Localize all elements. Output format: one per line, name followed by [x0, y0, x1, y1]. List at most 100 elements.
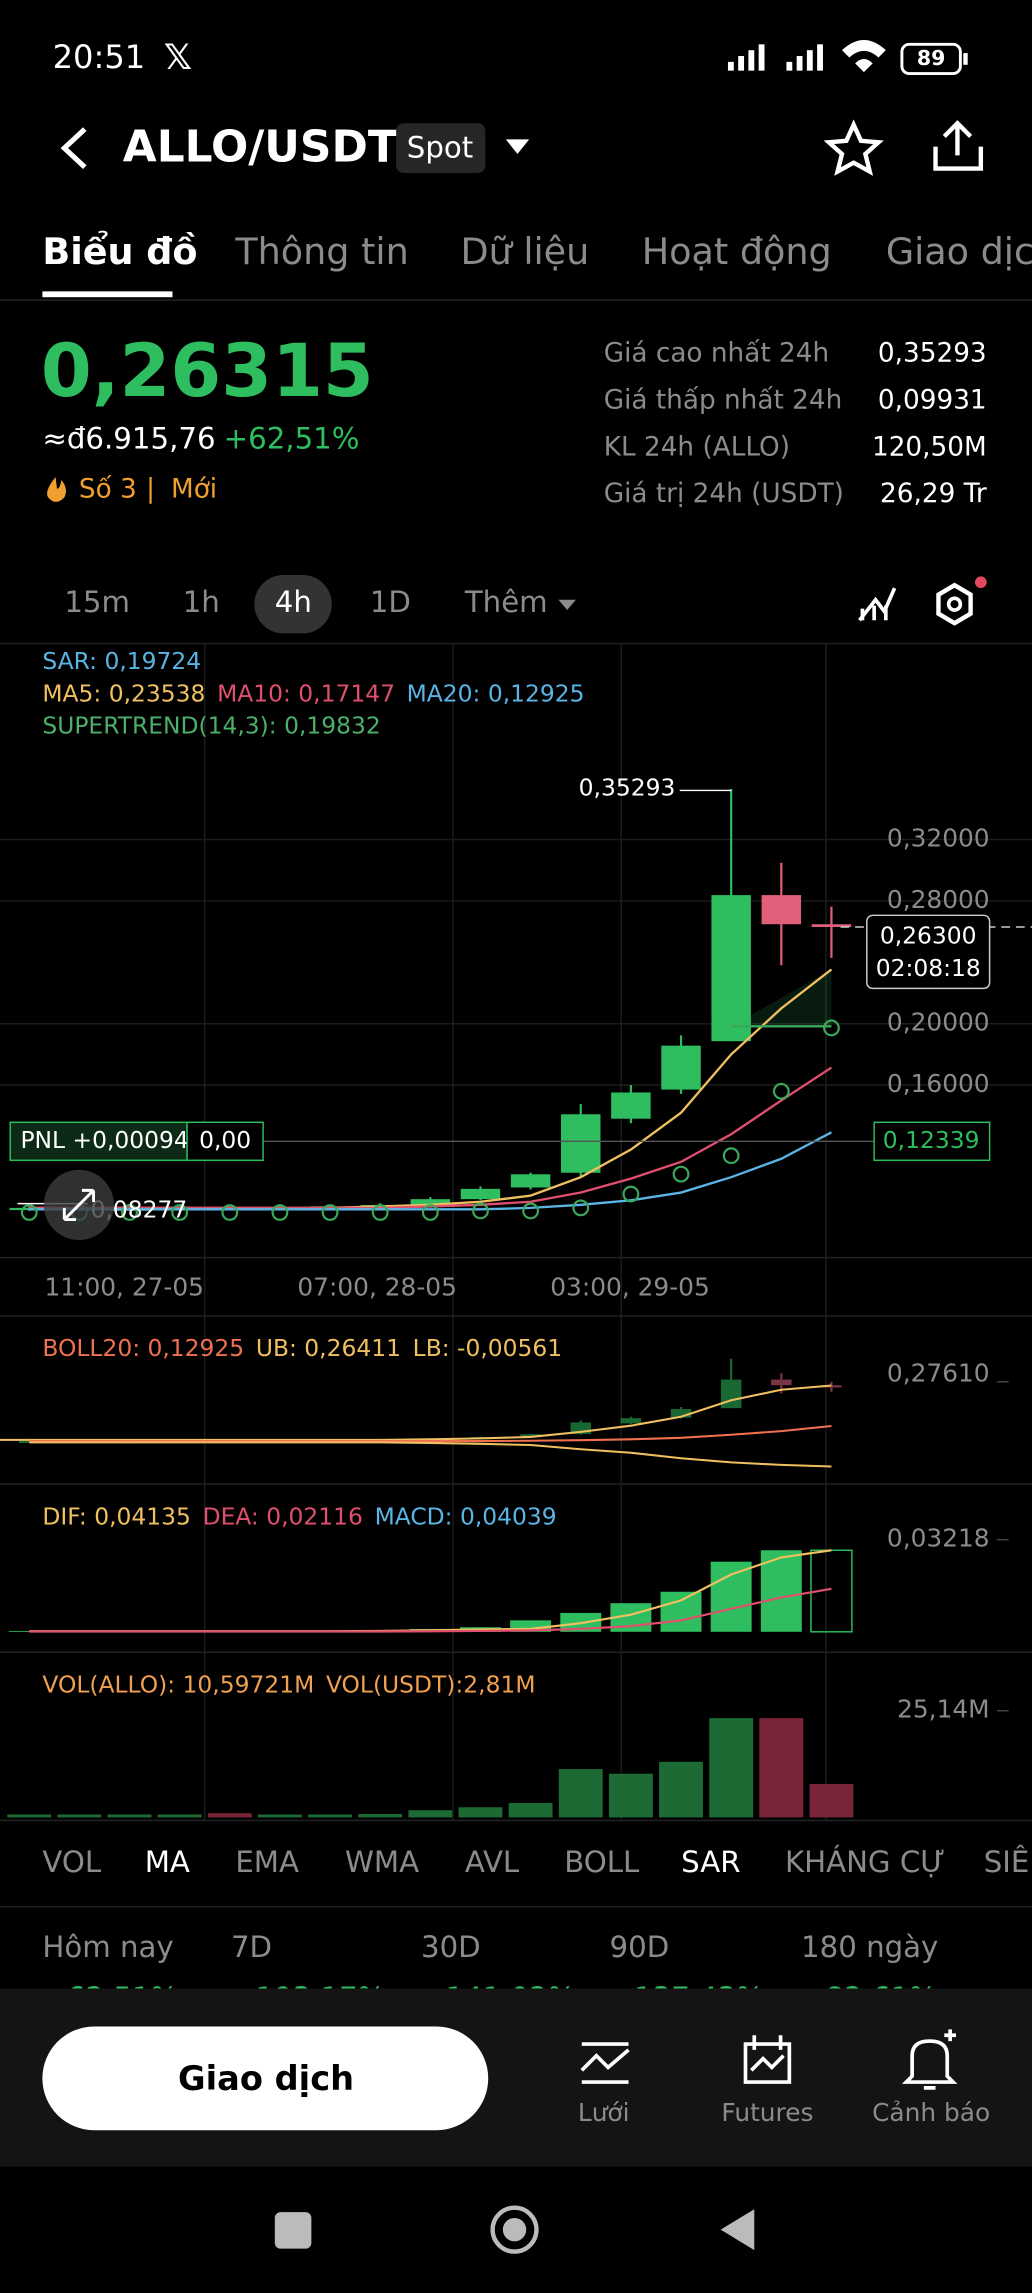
legend-entry: MA20: 0,12925	[407, 679, 585, 707]
favorite-button[interactable]	[823, 119, 884, 176]
volume-bar	[7, 1814, 52, 1818]
system-back[interactable]	[720, 2209, 755, 2251]
volume-bar	[508, 1803, 553, 1818]
settings-dot	[946, 596, 963, 612]
sar-dot	[20, 1204, 38, 1221]
boll-upper	[29, 1384, 832, 1441]
sar-dot	[221, 1204, 239, 1221]
system-home[interactable]	[490, 2205, 539, 2254]
candle-body	[561, 1114, 601, 1173]
nav-label[interactable]: Cảnh báo	[872, 2098, 990, 2127]
indicator-tab[interactable]: EMA	[235, 1845, 299, 1879]
trade-button-label[interactable]: Giao dịch	[178, 2059, 354, 2098]
y-tick-label: 0,16000	[887, 1069, 990, 1098]
nav-label[interactable]: Futures	[721, 2098, 813, 2127]
candle-body	[761, 895, 802, 925]
alert-icon[interactable]	[901, 2029, 958, 2090]
timeframe[interactable]: 1D	[370, 585, 411, 619]
volume-bar	[258, 1814, 302, 1818]
status-time: 20:51	[53, 38, 146, 76]
volume-bar	[408, 1810, 453, 1818]
trade-button[interactable]	[42, 2026, 489, 2131]
indicator-line	[29, 1131, 832, 1211]
signal-icons	[727, 39, 886, 73]
system-home-dot	[502, 2217, 527, 2242]
y-tick-label: 0,20000	[887, 1008, 990, 1037]
candle-body	[611, 1092, 651, 1119]
fire-icon	[47, 477, 66, 502]
volume-bar	[809, 1783, 854, 1818]
notification-dot	[974, 576, 987, 589]
indicator-button[interactable]	[858, 587, 897, 622]
active-tab-indicator	[42, 291, 173, 298]
candle-body	[520, 1434, 541, 1437]
grid-icon[interactable]	[580, 2042, 630, 2084]
timeframe[interactable]: 1h	[183, 585, 220, 619]
tab[interactable]: Biểu đồ	[42, 230, 197, 273]
back-button[interactable]	[60, 127, 87, 169]
sar-dot	[472, 1202, 489, 1220]
tab[interactable]: Thông tin	[234, 230, 408, 273]
macd-bar	[660, 1591, 702, 1632]
legend-entry: MA5: 0,23538	[42, 679, 205, 707]
volume-bar	[157, 1814, 202, 1818]
timeframe[interactable]: Thêm	[464, 585, 548, 619]
nav-label[interactable]: Lưới	[578, 2098, 630, 2127]
candle-body	[711, 895, 751, 1042]
amount: 0,00	[199, 1126, 251, 1154]
volume-bar	[709, 1718, 754, 1818]
performance-label: 7D	[231, 1930, 272, 1964]
volume-bar	[358, 1814, 403, 1818]
indicator-tab[interactable]: BOLL	[564, 1845, 640, 1879]
futures-icon[interactable]	[743, 2035, 792, 2084]
tab[interactable]: Dữ liệu	[460, 230, 589, 273]
pnl-box[interactable]	[9, 1121, 188, 1162]
indicator-tab[interactable]: WMA	[345, 1845, 419, 1879]
more-caret	[558, 599, 576, 611]
indicator-tab[interactable]: KHÁNG CỰ	[785, 1845, 945, 1879]
stat-value: 120,50M	[872, 432, 987, 462]
sar-dot	[823, 1019, 840, 1037]
amount-box	[186, 1121, 264, 1162]
stat-value: 0,35293	[878, 339, 987, 369]
sar-dot	[371, 1204, 389, 1221]
share-button[interactable]	[933, 120, 984, 171]
legend-entry: SAR: 0,19724	[42, 647, 201, 675]
timeframe[interactable]: 15m	[64, 585, 130, 619]
sar-dot	[772, 1082, 790, 1100]
indicator-tab[interactable]: MA	[145, 1845, 190, 1879]
stat-label: Giá cao nhất 24h	[604, 339, 829, 369]
indicator-tab[interactable]: SIÊ	[984, 1845, 1030, 1879]
macd-bar	[760, 1550, 802, 1632]
tab[interactable]: Giao dịch	[886, 230, 1032, 273]
volume-bar	[458, 1807, 503, 1818]
last-price: 0,26315	[41, 329, 374, 414]
indicator-tab[interactable]: AVL	[465, 1845, 520, 1879]
pair-name[interactable]: ALLO/USDT	[123, 122, 398, 173]
x-tick-label: 03:00, 29-05	[550, 1272, 709, 1301]
battery	[900, 42, 962, 76]
volume-bar	[107, 1814, 152, 1818]
volume-bar	[57, 1814, 102, 1818]
boll-mid	[29, 1424, 832, 1443]
tab[interactable]: Hoạt động	[642, 230, 832, 273]
legend-entry: MA10: 0,17147	[217, 679, 395, 707]
pnl[interactable]: PNL +0,00094	[20, 1126, 188, 1154]
y-tick-label: 0,32000	[887, 824, 990, 853]
pair-dropdown[interactable]	[505, 139, 530, 154]
timeframe[interactable]: 4h	[275, 585, 312, 619]
market-tag-bg	[396, 123, 486, 173]
indicator-tab[interactable]: VOL	[42, 1845, 101, 1879]
indicator-tab[interactable]: SAR	[681, 1845, 740, 1879]
volume-bar	[659, 1761, 703, 1818]
supertrend-zone	[731, 969, 832, 1027]
x-tick-label: 07:00, 28-05	[297, 1272, 456, 1301]
candle-body	[720, 1379, 742, 1409]
candle-body	[570, 1422, 591, 1434]
sar-dot	[421, 1204, 439, 1221]
settings-button[interactable]	[936, 582, 973, 626]
system-recents[interactable]	[274, 2212, 312, 2249]
legend-entry: LB: -0,00561	[413, 1334, 562, 1362]
